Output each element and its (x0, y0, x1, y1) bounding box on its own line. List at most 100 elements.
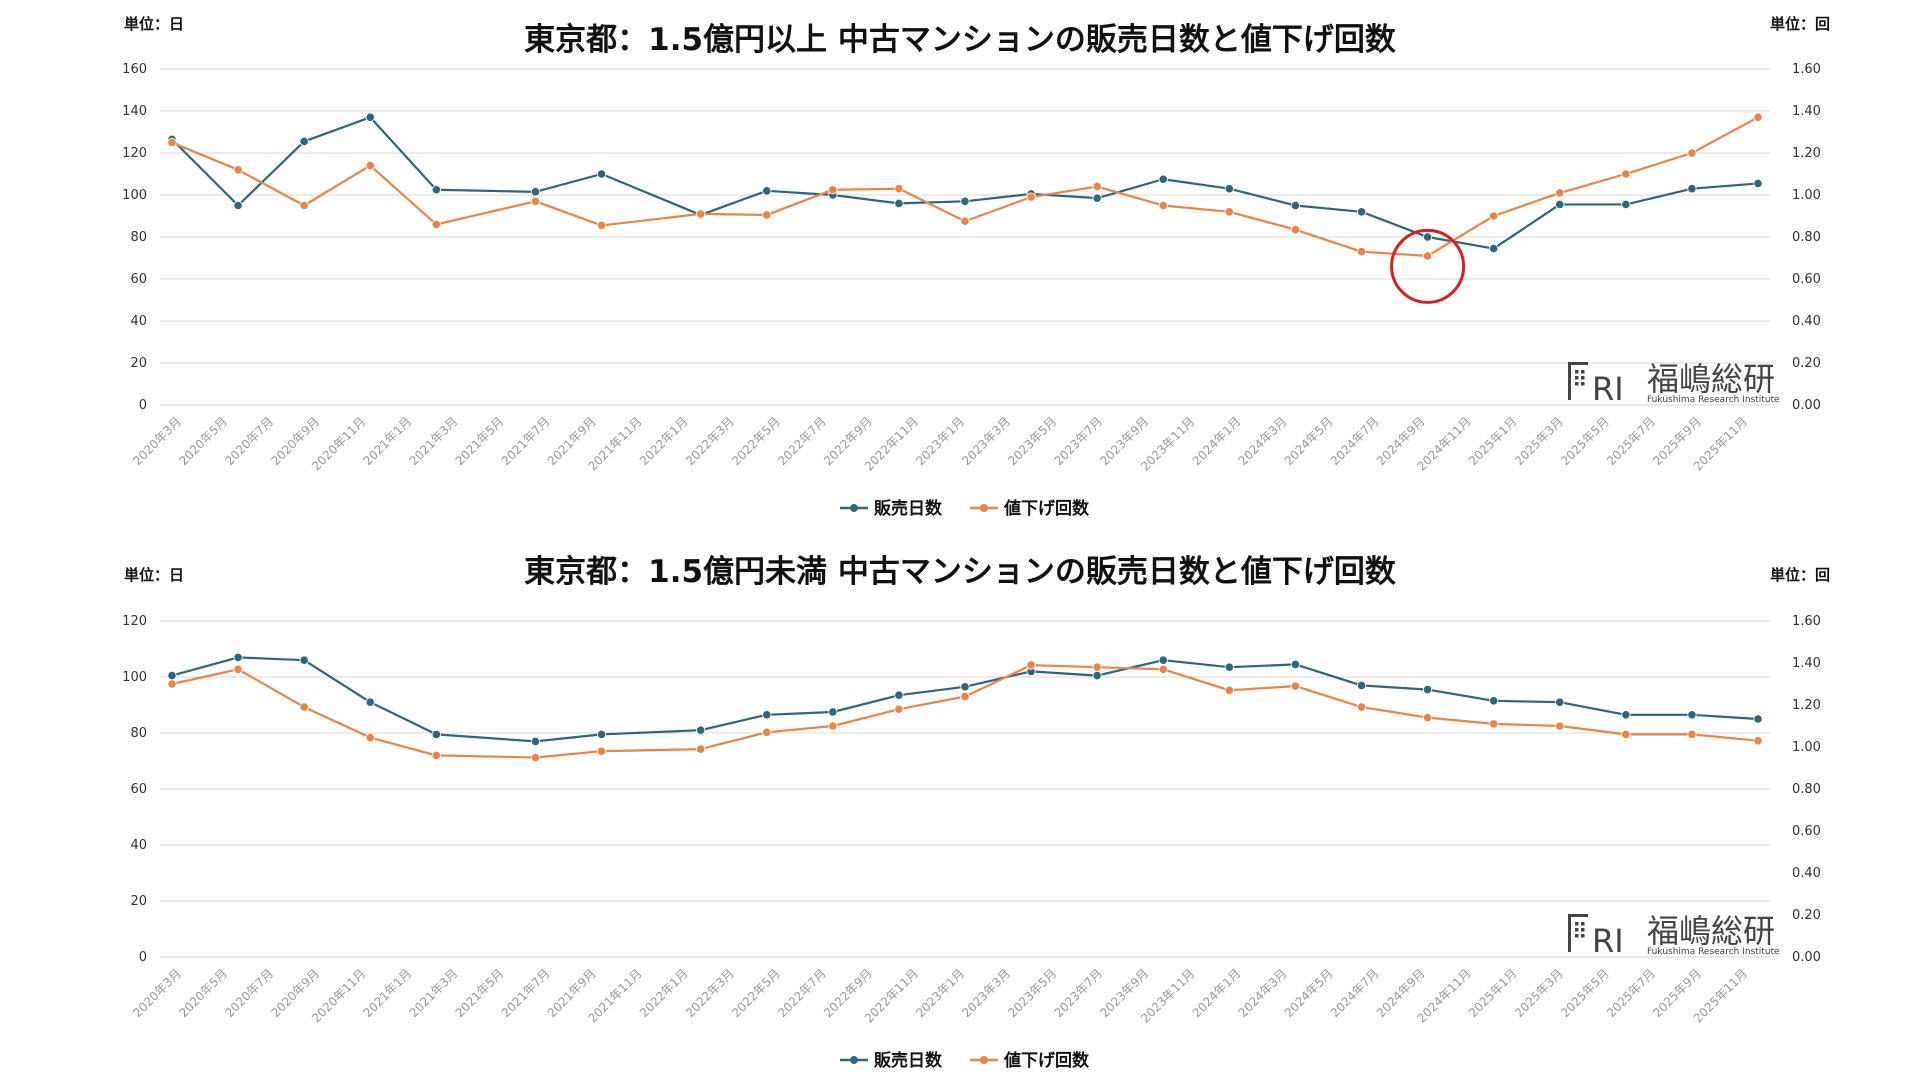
left-tick-label: 120 (122, 614, 147, 629)
x-tick-label: 2022年7月 (775, 966, 829, 1020)
data-point (1489, 696, 1499, 706)
data-point (1356, 702, 1367, 712)
data-point (1555, 697, 1565, 707)
right-tick-label: 0.00 (1792, 398, 1821, 413)
data-point (365, 161, 375, 171)
x-tick-label: 2025年3月 (1512, 966, 1566, 1020)
data-point (530, 196, 541, 206)
data-point (1621, 729, 1631, 739)
data-point (1356, 247, 1367, 257)
x-tick-label: 2024年5月 (1282, 414, 1336, 468)
data-point (530, 187, 541, 197)
data-point (696, 725, 706, 735)
right-tick-label: 1.00 (1792, 740, 1821, 755)
legend-label: 値下げ回数 (1003, 498, 1090, 519)
x-tick-label: 2022年5月 (729, 414, 783, 468)
data-point (233, 200, 243, 211)
logo-grid-dot (1581, 376, 1585, 380)
legend: 販売日数 値下げ回数 (840, 498, 1090, 519)
data-point (960, 216, 970, 226)
right-tick-label: 0.80 (1792, 782, 1821, 797)
data-point (1290, 200, 1301, 211)
data-point (1753, 178, 1763, 189)
logo-f-bar (1568, 362, 1588, 365)
legend-marker (980, 1056, 988, 1064)
x-tick-label: 2025年1月 (1466, 414, 1520, 468)
data-point (1753, 736, 1763, 746)
x-tick-label: 2024年1月 (1190, 414, 1244, 468)
data-point (828, 707, 838, 717)
x-tick-label: 2025年5月 (1558, 966, 1612, 1020)
x-tick-label: 2020年5月 (176, 414, 230, 468)
right-tick-label: 0.60 (1792, 272, 1821, 287)
logo-name: 福嶋総研 (1647, 360, 1775, 398)
right-tick-label: 1.40 (1792, 104, 1821, 119)
x-tick-label: 2021年7月 (499, 966, 553, 1020)
right-tick-label: 1.00 (1792, 188, 1821, 203)
left-tick-label: 80 (130, 726, 147, 741)
data-point (1555, 199, 1565, 210)
data-point (233, 652, 243, 663)
data-point (431, 185, 441, 195)
data-point (365, 697, 375, 707)
data-point (596, 729, 607, 739)
x-tick-label: 2025年1月 (1466, 966, 1520, 1020)
data-point (894, 184, 904, 194)
chart-bottom: 東京都：1.5億円未満 中古マンションの販売日数と値下げ回数 単位：日 単位：回 0 2… (0, 550, 1920, 1090)
x-tick-label: 2021年1月 (361, 414, 415, 468)
data-point (894, 198, 904, 208)
data-point (1753, 112, 1763, 122)
highlight-circle (1390, 228, 1466, 304)
right-tick-label: 0.40 (1792, 866, 1821, 881)
left-tick-label: 100 (122, 188, 147, 203)
legend-label: 販売日数 (874, 1050, 943, 1071)
data-point (1422, 685, 1433, 695)
data-point (530, 752, 541, 763)
legend-marker (850, 1056, 858, 1064)
data-point (167, 679, 177, 689)
data-point (762, 727, 772, 737)
data-point (1092, 662, 1102, 672)
data-point (1621, 199, 1631, 210)
data-point (1026, 660, 1036, 670)
data-point (960, 196, 970, 206)
logo-f-stem (1568, 362, 1571, 400)
logo-name: 福嶋総研 (1647, 912, 1775, 950)
data-point (1687, 710, 1697, 720)
data-point (696, 209, 706, 219)
logo-grid-dot (1581, 922, 1585, 926)
data-point (1489, 211, 1499, 221)
data-point (1687, 184, 1697, 194)
x-tick-label: 2021年5月 (453, 966, 507, 1020)
logo-grid-dot (1575, 376, 1579, 380)
x-tick-label: 2021年3月 (407, 414, 461, 468)
left-tick-label: 0 (139, 950, 147, 965)
x-tick-label: 2022年7月 (775, 414, 829, 468)
data-point (1290, 659, 1301, 670)
x-tick-label: 2025年3月 (1512, 414, 1566, 468)
logo-f-stem (1568, 914, 1571, 952)
x-tick-label: 2020年3月 (130, 414, 184, 468)
data-point (299, 136, 309, 147)
x-tick-label: 2024年5月 (1282, 966, 1336, 1020)
data-point (1290, 681, 1301, 691)
x-tick-label: 2020年3月 (130, 966, 184, 1020)
data-point (1092, 193, 1102, 203)
right-tick-label: 1.20 (1792, 146, 1821, 161)
data-point (828, 185, 838, 195)
legend-marker (980, 504, 988, 512)
x-tick-label: 2023年3月 (959, 414, 1013, 468)
data-point (431, 729, 441, 739)
legend-label: 値下げ回数 (1003, 1050, 1090, 1071)
data-point (1158, 664, 1168, 674)
x-tick-label: 2022年1月 (637, 414, 691, 468)
x-tick-label: 2023年1月 (913, 414, 967, 468)
left-tick-label: 120 (122, 146, 147, 161)
logo-subtitle: Fukushima Research Institute (1647, 395, 1780, 405)
x-tick-label: 2024年7月 (1328, 414, 1382, 468)
right-tick-label: 0.20 (1792, 356, 1821, 371)
left-tick-label: 20 (130, 894, 147, 909)
x-tick-label: 2025年7月 (1604, 966, 1658, 1020)
x-tick-label: 2021年1月 (361, 966, 415, 1020)
data-point (365, 732, 375, 743)
